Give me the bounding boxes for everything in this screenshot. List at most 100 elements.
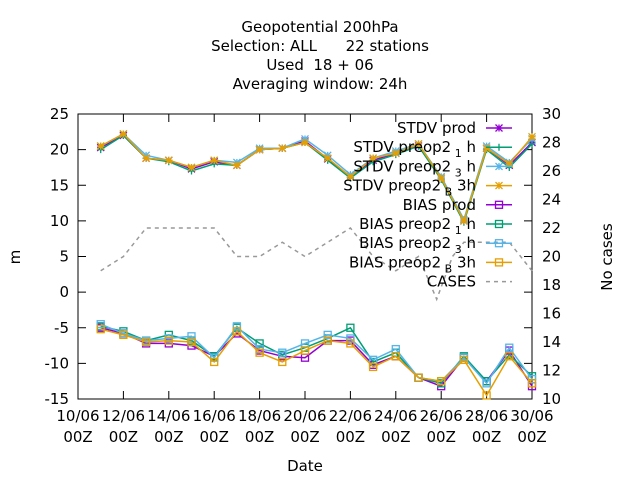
legend-entry: CASES	[427, 273, 512, 291]
data-point	[255, 339, 264, 348]
legend-entry: BIAS preop2 B 3h	[349, 253, 512, 275]
y-tick-label: -5	[54, 319, 69, 337]
legend-marker	[495, 143, 503, 151]
legend-marker	[494, 200, 504, 209]
data-point	[187, 163, 196, 172]
data-point	[482, 391, 491, 400]
x-tick-label-hour: 00Z	[200, 428, 229, 446]
data-point	[369, 154, 378, 163]
data-point	[505, 159, 514, 168]
data-point	[414, 373, 423, 382]
x-tick-label-hour: 00Z	[154, 428, 183, 446]
legend-marker	[494, 258, 504, 267]
y2-tick-label: 18	[542, 276, 561, 294]
y-tick-label: 15	[50, 176, 69, 194]
data-point	[278, 348, 287, 357]
title-line-1: Geopotential 200hPa	[241, 18, 398, 36]
y-axis-label: m	[6, 250, 24, 265]
data-point	[437, 174, 446, 183]
x-tick-label-hour: 00Z	[290, 428, 319, 446]
x-axis-label: Date	[287, 457, 323, 475]
y2-tick-label: 26	[542, 162, 561, 180]
data-point	[346, 323, 355, 332]
data-point	[232, 327, 242, 336]
x-tick-label-date: 26/06	[420, 407, 463, 425]
x-tick-label-date: 16/06	[193, 407, 236, 425]
data-point	[346, 334, 355, 343]
y2-axis-label: No cases	[598, 223, 616, 291]
x-tick-label-date: 14/06	[147, 407, 190, 425]
series-4	[96, 323, 537, 391]
data-point	[255, 145, 264, 154]
legend-label: STDV preop2 B 3h	[343, 177, 476, 199]
data-point	[119, 129, 128, 138]
data-point	[323, 154, 332, 163]
x-tick-label-hour: 00Z	[109, 428, 138, 446]
legend-label: BIAS preop2 B 3h	[349, 253, 476, 275]
x-tick-label-date: 30/06	[510, 407, 553, 425]
legend-label: BIAS prod	[403, 196, 476, 214]
legend-entry: STDV preop2 B 3h	[343, 177, 512, 199]
data-point	[278, 357, 287, 367]
data-point	[437, 377, 446, 386]
y-tick-label: 0	[59, 283, 69, 301]
data-point	[505, 352, 514, 361]
legend-marker	[495, 181, 503, 190]
x-tick-label-date: 10/06	[56, 407, 99, 425]
x-tick-label-hour: 00Z	[63, 428, 92, 446]
data-point	[346, 339, 355, 348]
data-point	[414, 139, 423, 148]
data-point	[210, 156, 219, 165]
legend-label: STDV preop2 3 h	[353, 157, 476, 179]
data-point	[142, 154, 151, 163]
x-tick-label-date: 22/06	[329, 407, 372, 425]
x-tick-label-date: 18/06	[238, 407, 281, 425]
data-point	[210, 357, 219, 367]
y2-tick-label: 14	[542, 333, 561, 351]
legend-entry: STDV prod	[397, 119, 512, 137]
data-point	[368, 362, 378, 372]
data-point	[96, 325, 105, 334]
series-layer	[96, 129, 537, 400]
data-point	[232, 322, 242, 331]
data-point	[232, 161, 241, 170]
series-3	[96, 129, 536, 225]
legend-label: STDV prod	[397, 119, 476, 137]
y2-tick-label: 22	[542, 219, 561, 237]
title-line-4: Averaging window: 24h	[233, 75, 408, 93]
data-point	[187, 337, 196, 347]
data-point	[505, 343, 514, 352]
data-point	[164, 156, 173, 165]
y2-tick-label: 28	[542, 134, 561, 152]
data-point	[255, 348, 264, 357]
chart-title: Geopotential 200hPa Selection: ALL 22 st…	[211, 18, 429, 93]
y-axis: -15 -10 -5 0 5 10 15 20 25	[45, 105, 532, 408]
legend-label: CASES	[427, 273, 476, 291]
series-6	[96, 320, 537, 388]
data-point	[482, 379, 491, 388]
y2-tick-label: 10	[542, 390, 561, 408]
y2-tick-label: 20	[542, 248, 561, 266]
legend-entry: BIAS preop2 1 h	[359, 215, 512, 237]
legend-entry: BIAS preop2 3 h	[359, 234, 512, 256]
title-line-2: Selection: ALL 22 stations	[211, 37, 429, 55]
legend-entry: BIAS prod	[403, 196, 512, 214]
y-tick-label: 5	[59, 248, 69, 266]
x-axis: 10/06 00Z 12/06 00Z 14/06 00Z 16/06 00Z 18/06 00Z…	[56, 114, 554, 446]
y-tick-label: 10	[50, 212, 69, 230]
legend-marker	[495, 162, 503, 171]
legend-label: BIAS preop2 1 h	[359, 215, 476, 237]
y2-tick-label: 24	[542, 191, 561, 209]
data-point	[482, 144, 491, 153]
y2-tick-label: 30	[542, 105, 561, 123]
data-point	[96, 320, 105, 329]
data-point	[187, 332, 196, 341]
data-point	[528, 132, 536, 141]
data-point	[300, 346, 310, 355]
data-point	[323, 336, 332, 345]
legend-marker	[494, 219, 504, 229]
series-7	[96, 325, 537, 400]
data-point	[119, 330, 128, 340]
title-line-3: Used 18 + 06	[266, 56, 373, 74]
